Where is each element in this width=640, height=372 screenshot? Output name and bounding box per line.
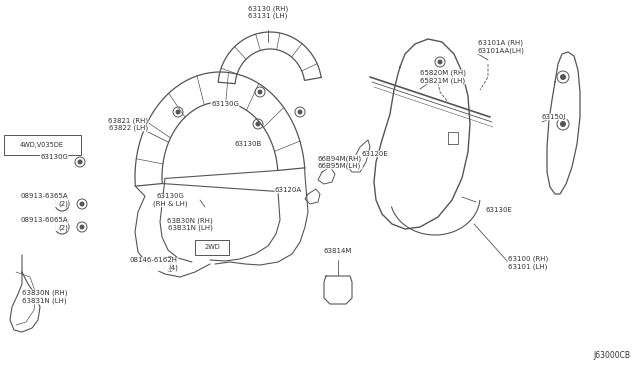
Text: 63100 (RH)
63101 (LH): 63100 (RH) 63101 (LH) [508, 256, 548, 270]
Circle shape [176, 110, 180, 114]
Text: 63120A: 63120A [275, 187, 302, 193]
Text: 63120E: 63120E [362, 151, 388, 157]
Circle shape [561, 74, 566, 80]
Text: 63130 (RH)
63131 (LH): 63130 (RH) 63131 (LH) [248, 5, 288, 19]
Text: 66B94M(RH)
66B95M(LH): 66B94M(RH) 66B95M(LH) [318, 155, 362, 169]
Circle shape [561, 122, 566, 126]
Text: 63830N (RH)
63831N (LH): 63830N (RH) 63831N (LH) [22, 290, 67, 304]
Text: 63130G: 63130G [211, 101, 239, 107]
Circle shape [256, 122, 260, 126]
Text: B: B [168, 262, 172, 266]
Text: N: N [60, 224, 65, 230]
Text: 63814M: 63814M [324, 248, 352, 254]
Text: 63130G: 63130G [40, 154, 68, 160]
FancyBboxPatch shape [4, 135, 81, 155]
Text: 63130G
(RH & LH): 63130G (RH & LH) [153, 193, 188, 207]
Text: 08913-6065A
(2): 08913-6065A (2) [20, 217, 68, 231]
Text: J63000CB: J63000CB [593, 351, 630, 360]
Text: 63B30N (RH)
63B31N (LH): 63B30N (RH) 63B31N (LH) [167, 217, 213, 231]
Text: N: N [60, 202, 65, 206]
Circle shape [258, 90, 262, 94]
Text: 08913-6365A
(2): 08913-6365A (2) [20, 193, 68, 207]
Text: 63130B: 63130B [234, 141, 262, 147]
Circle shape [78, 160, 82, 164]
Text: 65820M (RH)
65821M (LH): 65820M (RH) 65821M (LH) [420, 70, 466, 84]
Circle shape [80, 202, 84, 206]
Circle shape [80, 225, 84, 229]
Text: 63821 (RH)
63822 (LH): 63821 (RH) 63822 (LH) [108, 117, 148, 131]
FancyBboxPatch shape [195, 240, 229, 255]
Circle shape [298, 110, 302, 114]
Text: 63101A (RH)
63101AA(LH): 63101A (RH) 63101AA(LH) [478, 40, 525, 54]
Circle shape [438, 60, 442, 64]
Text: 63130E: 63130E [485, 207, 512, 213]
Circle shape [426, 74, 430, 78]
Text: 08146-6162H
(4): 08146-6162H (4) [130, 257, 178, 271]
Text: 2WD: 2WD [204, 244, 220, 250]
Text: 63150J: 63150J [542, 114, 566, 120]
Text: 4WD,V035DE: 4WD,V035DE [20, 142, 64, 148]
